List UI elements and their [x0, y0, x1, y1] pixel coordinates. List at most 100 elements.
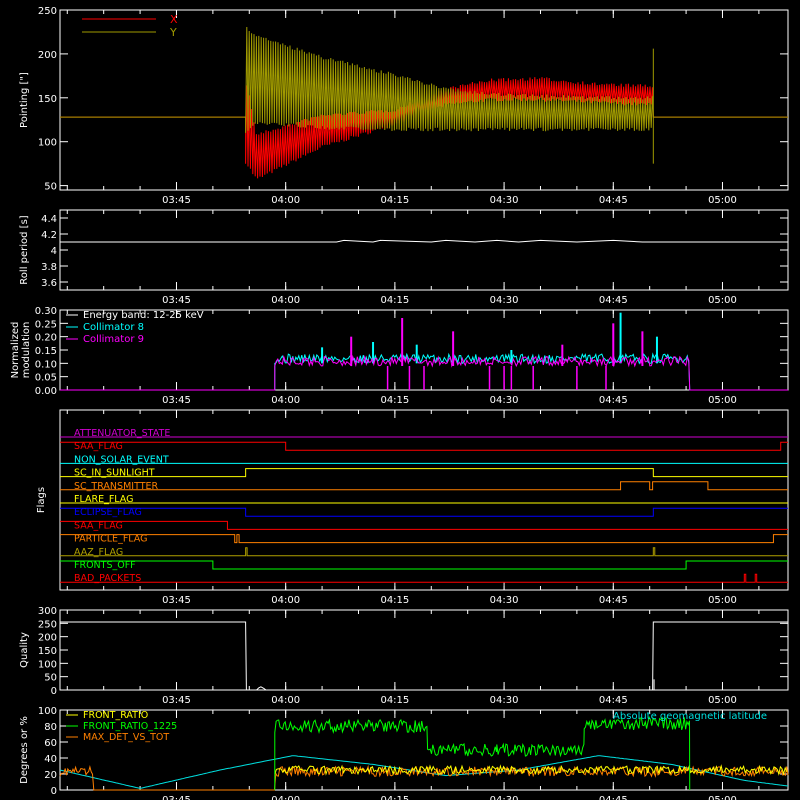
legend-label: Collimator 8 — [83, 322, 144, 333]
legend-label: FRONT_RATIO — [83, 710, 148, 721]
y-axis-label: Pointing ["] — [19, 72, 30, 128]
flag-label: ECLIPSE_FLAG — [74, 507, 142, 518]
flag-line-particle-flag — [60, 534, 788, 544]
flag-label: SAA_FLAG — [74, 441, 123, 452]
x-tick-label: 04:45 — [599, 595, 628, 606]
legend-label: FRONT_RATIO_1225 — [83, 721, 177, 732]
y-axis-label: Normalizedmodulation — [10, 322, 32, 379]
series-line-front-ratio — [274, 764, 788, 776]
modulation-panel: 03:45 04:00 04:15 04:30 04:45 05:00 0.00 0.05 0.… — [10, 306, 789, 406]
flag-label: SC_IN_SUNLIGHT — [74, 468, 155, 479]
x-tick-label: 04:00 — [271, 195, 300, 206]
x-tick-label: 04:45 — [599, 795, 628, 800]
x-tick-label: 04:00 — [271, 795, 300, 800]
y-tick-label: 0 — [51, 786, 57, 797]
y-tick-label: 4.4 — [41, 214, 57, 225]
x-tick-label: 04:30 — [490, 395, 519, 406]
y-tick-label: 100 — [38, 706, 57, 717]
x-tick-label: 05:00 — [708, 395, 737, 406]
flag-label: SC_TRANSMITTER — [74, 481, 159, 492]
flag-label: AAZ_FLAG — [74, 547, 123, 558]
x-tick-label: 04:30 — [490, 695, 519, 706]
flag-label: FLARE_FLAG — [74, 494, 134, 505]
flag-line-saa-flag — [60, 520, 788, 530]
x-tick-label: 03:45 — [162, 195, 191, 206]
y-tick-label: 0.20 — [35, 333, 57, 344]
flag-line-fronts-off — [60, 560, 788, 570]
flags-frame — [59, 409, 789, 591]
flag-label: ATTENUATOR_STATE — [74, 428, 170, 439]
pointing-frame — [59, 9, 789, 191]
y-axis-label: Quality — [19, 632, 30, 668]
y-tick-label: 200 — [38, 633, 57, 644]
series-line-collimator-8 — [60, 352, 788, 391]
flag-label: SAA_FLAG — [74, 520, 123, 531]
x-tick-label: 05:00 — [708, 195, 737, 206]
y-tick-label: 20 — [44, 770, 57, 781]
y-tick-label: 100 — [38, 659, 57, 670]
quality-panel: 03:45 04:00 04:15 04:30 04:45 05:00 0 50 100 150 2… — [19, 606, 789, 706]
flag-label: FRONTS_OFF — [74, 560, 136, 571]
y-tick-label: 200 — [38, 50, 57, 61]
x-tick-label: 04:00 — [271, 695, 300, 706]
y-tick-label: 0.15 — [35, 346, 57, 357]
x-tick-label: 04:00 — [271, 295, 300, 306]
flags-panel: 03:45 04:00 04:15 04:30 04:45 05:00 Flags ATTEN… — [36, 409, 789, 606]
x-tick-label: 04:30 — [490, 195, 519, 206]
y-tick-label: 150 — [38, 94, 57, 105]
ratios-panel: 03:45 04:00 04:15 04:30 04:45 05:00 0 20 40 60 80 1… — [19, 706, 789, 800]
y-tick-label: 50 — [44, 182, 57, 193]
x-tick-label: 03:45 — [162, 795, 191, 800]
x-tick-label: 04:15 — [380, 395, 409, 406]
legend-label: Y — [169, 26, 177, 39]
x-tick-label: 04:00 — [271, 595, 300, 606]
flag-line-sc-in-sunlight — [60, 468, 788, 478]
legend-label: X — [170, 13, 178, 26]
pointing-panel: 03:45 04:00 04:15 04:30 04:45 05:00 50 100 150 20… — [19, 6, 789, 206]
y-axis-label: Degrees or % — [19, 716, 30, 784]
series-line-roll-period — [60, 239, 788, 243]
x-tick-label: 04:30 — [490, 795, 519, 800]
x-tick-label: 03:45 — [162, 295, 191, 306]
series-line-y — [60, 26, 788, 133]
flag-line-eclipse-flag — [60, 507, 788, 517]
ratios-frame — [59, 709, 789, 791]
y-axis-label: Roll period [s] — [19, 215, 30, 284]
y-tick-label: 50 — [44, 673, 57, 684]
y-tick-label: 300 — [38, 606, 57, 617]
x-tick-label: 04:30 — [490, 295, 519, 306]
x-tick-label: 04:45 — [599, 695, 628, 706]
series-line-max-det-vs-tot — [59, 764, 789, 791]
x-tick-label: 03:45 — [162, 595, 191, 606]
y-tick-label: 0.30 — [35, 306, 57, 317]
roll-period-frame — [59, 209, 789, 291]
x-tick-label: 04:15 — [380, 295, 409, 306]
x-tick-label: 04:15 — [380, 595, 409, 606]
x-tick-label: 05:00 — [708, 595, 737, 606]
series-line-quality — [60, 621, 788, 691]
y-tick-label: 0.05 — [35, 373, 57, 384]
flag-label: PARTICLE_FLAG — [74, 534, 147, 545]
y-tick-label: 0.25 — [35, 319, 57, 330]
series-line-geomagnetic-latitude — [59, 755, 789, 789]
x-tick-label: 05:00 — [708, 295, 737, 306]
flag-line-sc-transmitter — [60, 481, 788, 491]
legend-label: Energy band: 12-25 keV — [83, 310, 204, 321]
y-tick-label: 0 — [51, 686, 57, 697]
series-line-front-ratio-1225 — [274, 715, 691, 791]
y-tick-label: 3.8 — [41, 262, 57, 273]
y-tick-label: 0.00 — [35, 386, 57, 397]
series-line-collimator-9 — [60, 354, 788, 391]
x-tick-label: 05:00 — [708, 795, 737, 800]
y-tick-label: 3.6 — [41, 278, 57, 289]
x-tick-label: 04:45 — [599, 395, 628, 406]
x-tick-label: 04:45 — [599, 295, 628, 306]
y-tick-label: 60 — [44, 738, 57, 749]
x-tick-label: 04:30 — [490, 595, 519, 606]
flag-label: NON_SOLAR_EVENT — [74, 454, 169, 465]
x-tick-label: 04:15 — [380, 195, 409, 206]
flag-line-aaz-flag — [60, 547, 788, 557]
y-tick-label: 150 — [38, 646, 57, 657]
x-tick-label: 04:15 — [380, 795, 409, 800]
